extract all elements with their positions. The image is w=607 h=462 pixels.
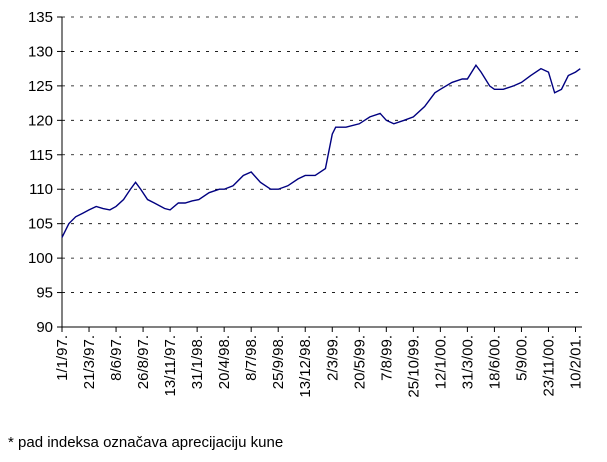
footnote: * pad indeksa označava aprecijaciju kune (8, 434, 283, 451)
y-tick-label: 90 (36, 319, 53, 336)
x-tick-label: 7/8/99. (378, 335, 395, 381)
x-tick-label: 23/11/00. (540, 335, 557, 396)
y-tick-label: 115 (29, 147, 53, 164)
x-tick-label: 18/6/00. (486, 335, 503, 389)
y-tick-label: 100 (28, 250, 53, 267)
x-tick-label: 25/10/99. (405, 335, 422, 398)
x-tick-label: 8/7/98. (243, 335, 260, 381)
x-tick-label: 13/12/98. (297, 335, 314, 398)
x-tick-label: 20/5/99. (351, 335, 368, 389)
x-tick-label: 25/9/98. (270, 335, 287, 389)
x-tick-label: 1/1/97. (54, 335, 71, 381)
y-tick-label: 125 (28, 78, 53, 95)
x-tick-label: 5/9/00. (513, 335, 530, 381)
x-tick-label: 10/2/01. (568, 335, 585, 389)
x-tick-label: 8/6/97. (108, 335, 125, 381)
data-line (61, 63, 581, 238)
x-tick-label: 21/3/97. (81, 335, 98, 389)
x-tick-label: 31/1/98. (189, 335, 206, 389)
x-tick-label: 20/4/98. (216, 335, 233, 389)
x-tick-label: 12/1/00. (432, 335, 449, 389)
x-tick-label: 2/3/99. (324, 335, 341, 381)
y-tick-label: 105 (28, 216, 53, 233)
y-tick-label: 120 (28, 112, 53, 129)
y-tick-label: 95 (36, 285, 53, 302)
x-tick-label: 13/11/97. (162, 335, 179, 396)
y-tick-label: 130 (28, 43, 53, 60)
y-tick-label: 110 (29, 181, 53, 198)
y-tick-label: 135 (28, 9, 53, 26)
x-tick-label: 26/8/97. (135, 335, 152, 389)
x-tick-label: 31/3/00. (459, 335, 476, 389)
